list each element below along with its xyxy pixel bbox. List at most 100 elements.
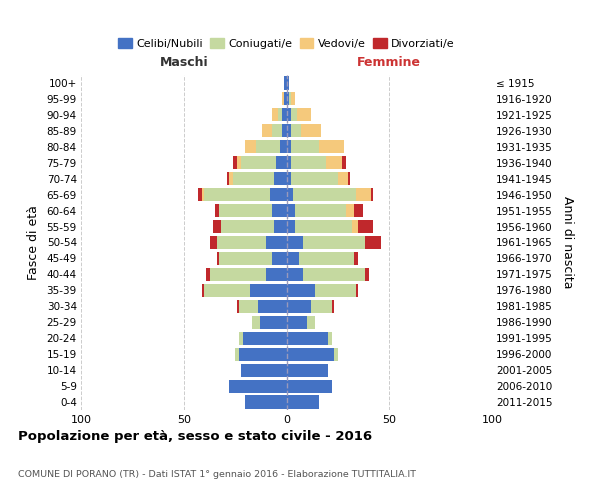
Bar [287, 172, 290, 185]
Bar [290, 124, 301, 138]
Bar [272, 252, 287, 265]
Bar [287, 76, 289, 90]
Bar [256, 140, 280, 153]
Bar [348, 172, 350, 185]
Bar [290, 92, 295, 106]
Bar [287, 396, 319, 408]
Text: Femmine: Femmine [357, 56, 421, 68]
Bar [287, 268, 303, 281]
Bar [274, 172, 287, 185]
Bar [299, 252, 355, 265]
Bar [290, 156, 326, 170]
Bar [346, 204, 355, 217]
Bar [315, 284, 356, 297]
Bar [233, 156, 237, 170]
Bar [229, 380, 287, 392]
Bar [272, 108, 278, 122]
Bar [205, 188, 270, 201]
Y-axis label: Anni di nascita: Anni di nascita [561, 196, 574, 289]
Bar [287, 124, 290, 138]
Bar [258, 300, 287, 313]
Bar [303, 236, 365, 249]
Bar [239, 332, 244, 345]
Bar [287, 380, 332, 392]
Bar [202, 284, 205, 297]
Bar [260, 316, 287, 329]
Bar [205, 284, 250, 297]
Bar [266, 236, 287, 249]
Bar [218, 204, 272, 217]
Bar [217, 236, 266, 249]
Bar [235, 348, 239, 360]
Bar [239, 300, 258, 313]
Bar [239, 348, 287, 360]
Bar [221, 220, 274, 233]
Bar [287, 92, 289, 106]
Bar [287, 284, 315, 297]
Legend: Celibi/Nubili, Coniugati/e, Vedovi/e, Divorziati/e: Celibi/Nubili, Coniugati/e, Vedovi/e, Di… [114, 34, 459, 54]
Bar [262, 124, 272, 138]
Bar [365, 268, 369, 281]
Bar [371, 188, 373, 201]
Bar [287, 252, 299, 265]
Bar [250, 284, 287, 297]
Bar [215, 204, 218, 217]
Bar [352, 220, 358, 233]
Bar [293, 188, 356, 201]
Bar [287, 220, 295, 233]
Bar [287, 188, 293, 201]
Bar [287, 316, 307, 329]
Bar [283, 108, 287, 122]
Bar [311, 300, 332, 313]
Bar [307, 316, 315, 329]
Y-axis label: Fasce di età: Fasce di età [26, 205, 40, 280]
Bar [227, 172, 229, 185]
Bar [211, 236, 217, 249]
Bar [237, 300, 239, 313]
Bar [245, 140, 256, 153]
Bar [206, 268, 211, 281]
Bar [290, 172, 338, 185]
Bar [358, 220, 373, 233]
Bar [287, 108, 290, 122]
Bar [229, 172, 233, 185]
Bar [211, 268, 266, 281]
Bar [356, 188, 371, 201]
Bar [274, 220, 287, 233]
Text: Maschi: Maschi [160, 56, 208, 68]
Bar [287, 364, 328, 376]
Bar [289, 92, 290, 106]
Bar [287, 156, 290, 170]
Bar [245, 396, 287, 408]
Bar [202, 188, 205, 201]
Bar [283, 92, 284, 106]
Bar [272, 204, 287, 217]
Bar [237, 156, 241, 170]
Bar [303, 268, 365, 281]
Bar [290, 108, 297, 122]
Bar [290, 140, 319, 153]
Bar [280, 140, 287, 153]
Bar [284, 76, 287, 90]
Bar [276, 156, 287, 170]
Bar [198, 188, 202, 201]
Bar [283, 124, 287, 138]
Bar [212, 220, 221, 233]
Bar [356, 284, 358, 297]
Bar [319, 140, 344, 153]
Bar [287, 348, 334, 360]
Bar [241, 364, 287, 376]
Bar [301, 124, 322, 138]
Bar [355, 252, 358, 265]
Bar [270, 188, 287, 201]
Bar [284, 92, 287, 106]
Bar [218, 252, 272, 265]
Bar [272, 124, 283, 138]
Text: COMUNE DI PORANO (TR) - Dati ISTAT 1° gennaio 2016 - Elaborazione TUTTITALIA.IT: COMUNE DI PORANO (TR) - Dati ISTAT 1° ge… [18, 470, 416, 479]
Bar [217, 252, 218, 265]
Bar [365, 236, 381, 249]
Bar [332, 300, 334, 313]
Bar [342, 156, 346, 170]
Bar [241, 156, 276, 170]
Bar [287, 204, 295, 217]
